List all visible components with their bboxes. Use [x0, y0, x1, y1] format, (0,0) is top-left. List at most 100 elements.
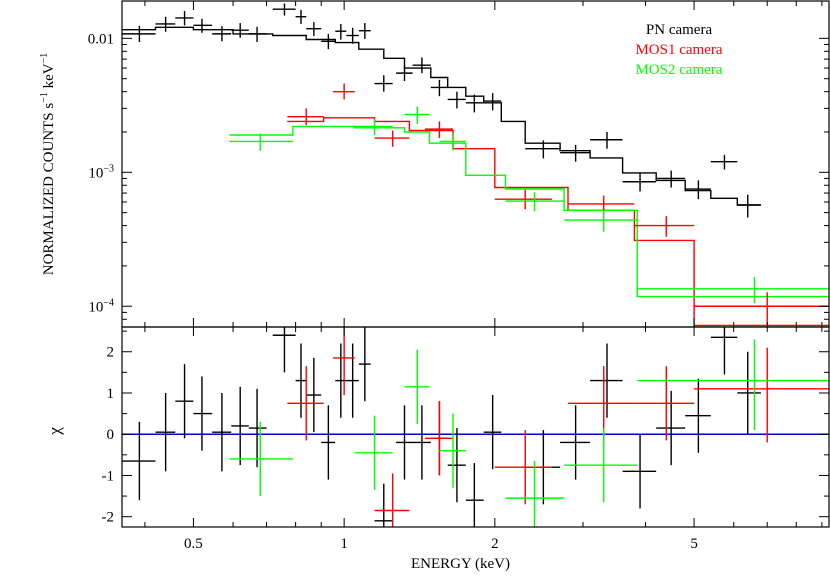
data-point-0-16: [412, 57, 431, 74]
top-y-ticks: [122, 37, 829, 328]
data-point-0-8: [295, 9, 307, 24]
data-point-0-24: [622, 173, 657, 192]
residual-panel-plot: [122, 327, 829, 527]
data-point-2-0: [229, 133, 293, 151]
residual-point-0-27: [710, 327, 738, 375]
data-point-1-3: [424, 121, 454, 139]
x-tick-label: 0.5: [184, 536, 203, 552]
residual-point-0-20: [483, 395, 502, 470]
data-point-0-9: [306, 22, 322, 37]
residual-y-tick-label: 0: [107, 427, 115, 443]
residual-point-0-13: [358, 327, 371, 402]
data-point-0-25: [656, 170, 686, 188]
residual-point-1-1: [332, 327, 355, 396]
y-tick-base: 10: [88, 165, 103, 181]
bottom-frame: [121, 326, 830, 528]
data-point-0-28: [737, 194, 761, 218]
model-line-0: [122, 26, 761, 206]
residual-point-0-2: [175, 364, 194, 439]
residual-point-2-4: [505, 461, 565, 527]
residual-point-2-3: [439, 413, 466, 488]
residual-point-0-1: [155, 392, 176, 472]
residual-point-1-6: [634, 366, 695, 441]
residual-point-0-7: [272, 327, 296, 373]
legend-entry-0: PN camera: [646, 22, 713, 38]
data-point-2-3: [439, 133, 466, 151]
residual-point-0-18: [447, 428, 466, 503]
residual-point-0-14: [374, 483, 393, 527]
data-point-0-15: [396, 65, 413, 82]
residual-point-0-6: [248, 388, 267, 468]
residual-point-1-7: [694, 347, 829, 443]
residual-point-0-15: [396, 405, 413, 480]
data-point-0-20: [483, 93, 502, 111]
data-point-1-0: [287, 108, 324, 126]
y-axis-label-sup1: −1: [39, 92, 50, 103]
data-point-2-2: [404, 106, 430, 124]
residual-point-2-6: [637, 339, 829, 431]
data-point-0-19: [465, 94, 484, 113]
residual-point-2-2: [404, 349, 430, 424]
residual-point-0-22: [560, 405, 591, 480]
data-point-0-3: [193, 18, 213, 33]
residual-point-2-0: [229, 421, 293, 497]
y-tick-exp: −3: [103, 163, 114, 174]
data-point-0-14: [374, 75, 393, 92]
data-point-0-26: [685, 180, 711, 200]
residual-point-2-1: [354, 415, 393, 490]
residual-point-0-28: [737, 351, 761, 435]
data-point-0-0: [122, 25, 156, 42]
x-ticks: [144, 1, 823, 527]
residual-point-0-5: [231, 386, 249, 466]
data-point-0-6: [248, 26, 267, 42]
residual-point-0-10: [321, 405, 336, 480]
residual-point-0-26: [685, 378, 711, 453]
data-point-2-5: [564, 210, 638, 232]
y-tick-exp: −4: [103, 297, 114, 308]
residual-point-0-16: [412, 405, 431, 480]
residual-point-1-0: [287, 366, 324, 441]
data-point-1-5: [568, 195, 635, 214]
data-point-0-18: [447, 91, 466, 109]
y-tick-base: 10: [88, 299, 103, 315]
y-tick-label: 0.01: [88, 31, 114, 47]
top-frame: [121, 0, 830, 328]
residual-y-tick-label: -2: [102, 510, 115, 526]
x-axis-label: ENERGY (keV): [411, 556, 510, 572]
residual-point-0-4: [212, 392, 232, 472]
residual-point-0-12: [346, 343, 359, 418]
y-axis-label: NORMALIZED COUNTS s−1 keV−1: [39, 53, 57, 276]
data-point-0-2: [175, 10, 194, 26]
residual-point-0-23: [590, 343, 623, 418]
residual-point-0-24: [622, 434, 657, 509]
y-axis-label-main: NORMALIZED COUNTS s: [41, 103, 57, 276]
residual-point-0-0: [122, 421, 156, 501]
data-point-0-13: [358, 23, 371, 39]
y-axis-label-sup2: −1: [39, 53, 50, 64]
data-point-0-4: [212, 26, 232, 42]
residual-point-0-9: [306, 357, 322, 433]
y-tick-label: 10−3: [88, 163, 114, 181]
model-line-2: [229, 125, 829, 298]
data-point-1-2: [374, 130, 410, 147]
legend-entry-2: MOS2 camera: [635, 62, 722, 78]
data-point-0-10: [321, 33, 336, 50]
y-tick-label: 10−4: [88, 297, 114, 315]
x-tick-label: 5: [690, 536, 698, 552]
data-point-0-5: [231, 23, 249, 38]
data-point-2-1: [354, 118, 393, 135]
data-point-1-6: [634, 216, 695, 237]
x-tick-label: 1: [340, 536, 348, 552]
data-point-2-4: [505, 192, 565, 212]
residual-point-2-5: [564, 428, 638, 503]
residual-point-1-2: [374, 473, 410, 527]
data-point-0-7: [272, 3, 296, 16]
data-point-0-1: [155, 16, 176, 32]
data-point-0-23: [590, 131, 623, 149]
data-point-1-1: [332, 83, 355, 100]
data-point-2-6: [637, 277, 829, 304]
residual-y-axis-label: χ: [45, 427, 64, 436]
data-point-1-4: [494, 189, 552, 210]
